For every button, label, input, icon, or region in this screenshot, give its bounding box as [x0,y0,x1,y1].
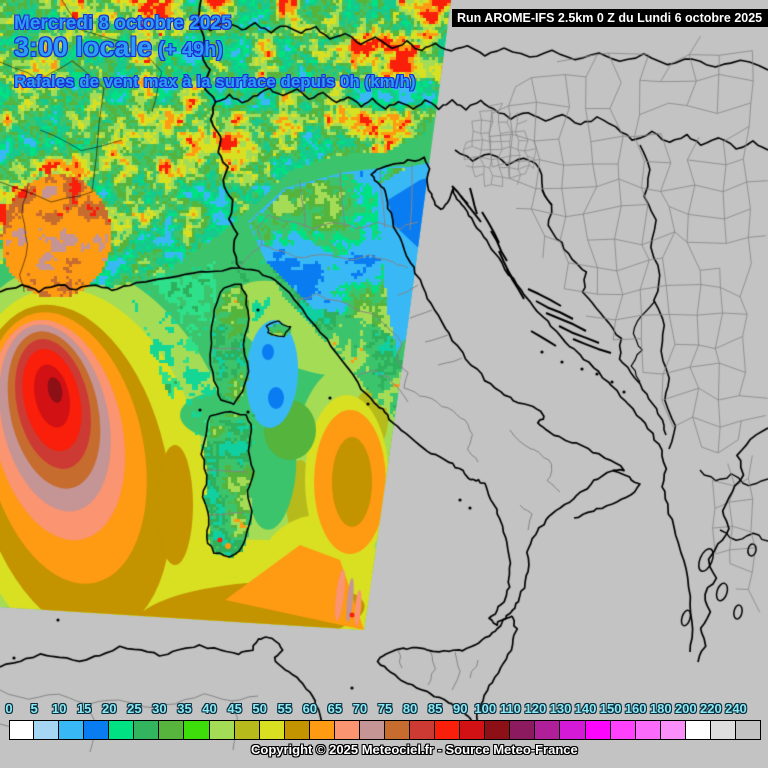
copyright-text: Copyright © 2025 Meteociel.fr - Source M… [251,742,578,757]
valid-date-label: Mercredi 8 octobre 2025 [14,13,232,34]
forecast-offset-label: (+ 49h) [158,39,224,61]
parameter-label: Rafales de vent max à la surface depuis … [14,72,416,91]
valid-time-label: 3:00 locale [14,32,153,62]
model-run-banner: Run AROME-IFS 2.5km 0 Z du Lundi 6 octob… [452,9,768,27]
